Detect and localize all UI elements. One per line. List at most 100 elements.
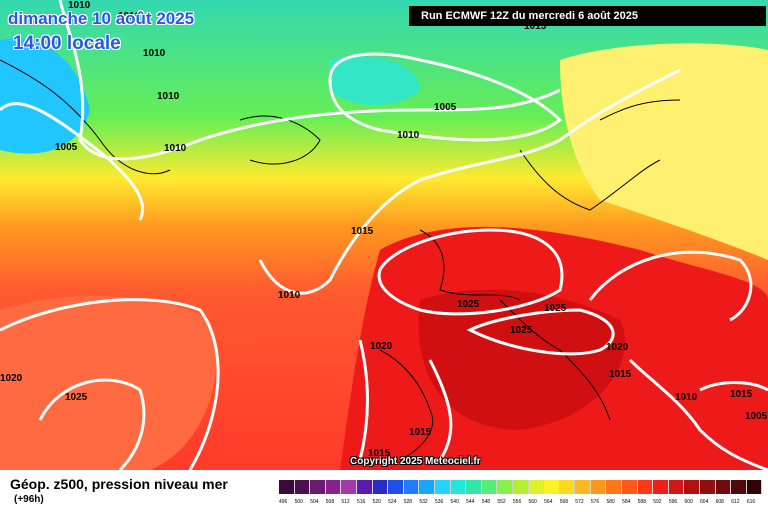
color-swatch	[606, 480, 623, 494]
isobar-label: 1025	[65, 392, 88, 403]
coastlines	[0, 59, 681, 461]
isobar-label: 1015	[730, 389, 753, 400]
color-scale-tick: 520	[372, 499, 381, 505]
isobar-label: 1025	[510, 325, 533, 336]
color-swatch	[497, 480, 513, 494]
color-swatch	[544, 480, 560, 494]
color-swatch	[325, 480, 342, 494]
isobar-label: 1010	[118, 11, 141, 22]
color-swatch	[481, 480, 498, 494]
color-scale-tick: 500	[294, 499, 303, 505]
isobar-label: 1025	[457, 299, 480, 310]
isobar-label: 1010	[157, 91, 180, 102]
color-swatch	[403, 480, 420, 494]
legend-bar: Géop. z500, pression niveau mer (+96h) 4…	[0, 470, 768, 512]
color-scale-ticks: 496 500 504 508 512 516 520 524 528 532 536 540 544 5…	[279, 499, 762, 505]
color-swatch	[668, 480, 685, 494]
geopotential-low-zone-2	[330, 56, 420, 105]
isobars	[0, 0, 768, 470]
color-swatch	[700, 480, 716, 494]
color-swatch	[388, 480, 404, 494]
isobar-label: 1015	[609, 369, 632, 380]
color-swatch	[715, 480, 732, 494]
color-swatch	[310, 480, 326, 494]
color-swatch	[434, 480, 451, 494]
isobar-label: 1015	[524, 21, 547, 32]
color-scale-tick: 528	[403, 499, 413, 505]
color-swatch	[294, 480, 311, 494]
color-scale-tick: 608	[715, 499, 724, 505]
isobar-label: 1020	[370, 341, 393, 352]
color-scale-tick: 560	[528, 499, 537, 505]
color-swatch	[466, 480, 482, 494]
color-swatch	[279, 480, 295, 494]
copyright: Copyright 2025 Meteociel.fr	[350, 456, 481, 467]
color-swatch	[746, 480, 763, 494]
color-swatch	[356, 480, 373, 494]
isobar-label: 1015	[409, 427, 432, 438]
color-scale-tick: 548	[481, 499, 491, 505]
color-scale-tick: 604	[700, 499, 709, 505]
color-scale-tick: 544	[466, 499, 475, 505]
geopotential-ne-zone	[560, 43, 768, 260]
isobar-label: 1010	[164, 143, 187, 154]
color-scale-tick: 496	[279, 499, 288, 505]
color-scale-tick: 508	[325, 499, 335, 505]
geopotential-low-zone	[0, 38, 90, 154]
color-scale-tick: 524	[388, 499, 397, 505]
isobar-label: 1015	[368, 448, 391, 459]
isobar-label: 1010	[68, 0, 91, 11]
valid-date: dimanche 10 août 2025	[8, 9, 195, 28]
color-scale-tick: 596	[668, 499, 678, 505]
color-scale-tick: 556	[512, 499, 522, 505]
color-scale-tick: 536	[434, 499, 444, 505]
color-scale-tick: 540	[450, 499, 459, 505]
color-scale-tick: 568	[559, 499, 569, 505]
valid-time: 14:00 locale	[13, 33, 121, 54]
color-scale-tick: 584	[622, 499, 631, 505]
color-swatch	[684, 480, 701, 494]
isobar-label: 1020	[0, 373, 23, 384]
color-swatch	[341, 480, 357, 494]
color-scale-tick: 564	[544, 499, 553, 505]
color-swatch	[528, 480, 545, 494]
color-swatch	[653, 480, 669, 494]
color-swatch	[622, 480, 638, 494]
color-scale-tick: 516	[356, 499, 366, 505]
color-scale-tick: 616	[746, 499, 756, 505]
color-swatch	[512, 480, 529, 494]
color-scale-tick: 572	[575, 499, 584, 505]
isobar-label: 1005	[745, 411, 768, 422]
color-scale-tick: 504	[310, 499, 319, 505]
color-swatch	[731, 480, 747, 494]
isobar-label: 1010	[397, 130, 420, 141]
color-scale-tick: 592	[653, 499, 662, 505]
isobar-label: 1020	[606, 342, 629, 353]
isobar-label: 1015	[351, 226, 374, 237]
isobar-label: 1010	[278, 290, 301, 301]
isobar-label: 1005	[55, 142, 78, 153]
color-swatch	[590, 480, 607, 494]
color-scale-tick: 576	[590, 499, 600, 505]
color-scale-tick: 512	[341, 499, 350, 505]
isobar-label: 1010	[675, 392, 698, 403]
color-scale-tick: 580	[606, 499, 615, 505]
lead-time: (+96h)	[14, 494, 44, 505]
color-swatch	[372, 480, 389, 494]
color-scale-tick: 552	[497, 499, 506, 505]
isobar-label: 1005	[434, 102, 457, 113]
color-scale	[279, 480, 763, 494]
color-scale-tick: 612	[731, 499, 740, 505]
variable-title: Géop. z500, pression niveau mer	[10, 476, 228, 492]
color-swatch	[450, 480, 467, 494]
isobar-label: 1025	[544, 303, 567, 314]
weather-map: 1010 1010 1010 1010 1005 1010 1005 1010 …	[0, 0, 768, 470]
geopotential-sw-zone	[0, 296, 217, 470]
color-scale-tick: 532	[419, 499, 428, 505]
color-scale-tick: 600	[684, 499, 693, 505]
color-swatch	[575, 480, 591, 494]
color-swatch	[419, 480, 435, 494]
isobar-labels: 1010 1010 1010 1010 1005 1010 1005 1010 …	[0, 0, 768, 459]
geopotential-core-zone	[418, 289, 626, 430]
color-swatch	[637, 480, 654, 494]
